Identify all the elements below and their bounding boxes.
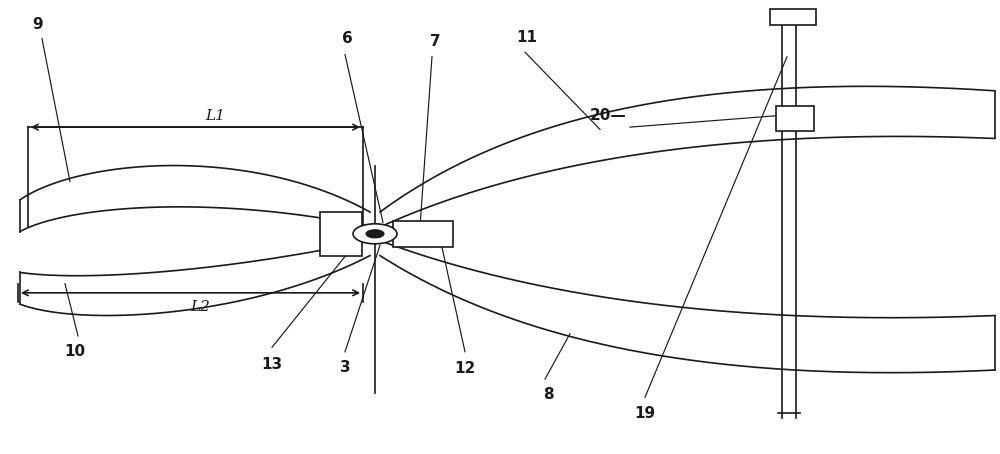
Text: 9: 9 bbox=[33, 17, 43, 33]
Text: 12: 12 bbox=[454, 361, 476, 376]
Text: 20—: 20— bbox=[590, 108, 626, 123]
Bar bbox=[393, 221, 453, 247]
Text: 11: 11 bbox=[516, 30, 538, 45]
Text: 8: 8 bbox=[543, 387, 553, 403]
Text: 6: 6 bbox=[342, 31, 352, 46]
Text: 3: 3 bbox=[340, 360, 350, 375]
Text: L2: L2 bbox=[191, 300, 210, 314]
Text: 13: 13 bbox=[261, 356, 283, 372]
Text: 10: 10 bbox=[64, 344, 86, 360]
Circle shape bbox=[366, 230, 384, 238]
Bar bbox=[770, 9, 816, 25]
Bar bbox=[776, 105, 814, 130]
Text: 19: 19 bbox=[634, 405, 656, 421]
Bar bbox=[320, 212, 362, 256]
Text: L1: L1 bbox=[206, 109, 225, 123]
Text: 7: 7 bbox=[430, 34, 440, 49]
Circle shape bbox=[353, 224, 397, 244]
